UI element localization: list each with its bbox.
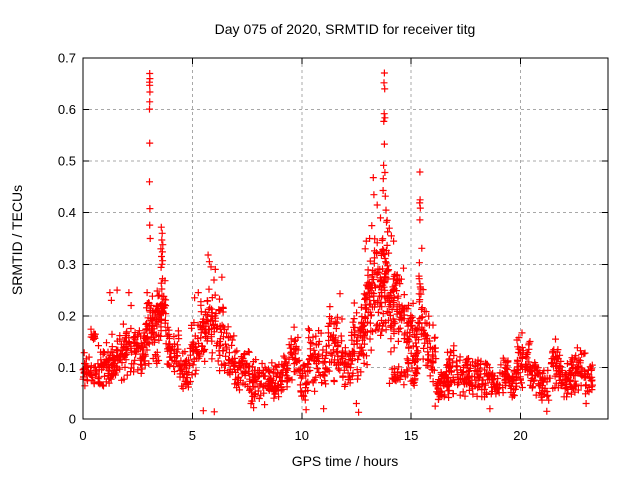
chart-title: Day 075 of 2020, SRMTID for receiver tit…	[215, 21, 476, 37]
scatter-data-points	[79, 69, 596, 416]
y-tick-label-0.2: 0.2	[58, 308, 76, 323]
y-tick-label-0.3: 0.3	[58, 257, 76, 272]
plot-border	[82, 57, 609, 420]
x-tick-label-10: 10	[295, 428, 309, 443]
tick-label-layer: 0 5 10 15 20 0 0.1 0.2 0.3 0.4 0.5 0.6 0.7	[58, 51, 528, 444]
y-axis-label: SRMTID / TECUs	[9, 185, 25, 295]
y-tick-label-0.1: 0.1	[58, 360, 76, 375]
y-tick-label-0.4: 0.4	[58, 205, 76, 220]
x-tick-label-5: 5	[189, 428, 196, 443]
y-tick-label-0.6: 0.6	[58, 102, 76, 117]
y-tick-label-0: 0	[69, 412, 76, 427]
y-tick-label-0.7: 0.7	[58, 51, 76, 66]
x-axis-label: GPS time / hours	[292, 453, 399, 469]
x-tick-label-15: 15	[404, 428, 418, 443]
y-tick-label-0.5: 0.5	[58, 154, 76, 169]
x-tick-label-0: 0	[79, 428, 86, 443]
x-tick-label-20: 20	[513, 428, 527, 443]
